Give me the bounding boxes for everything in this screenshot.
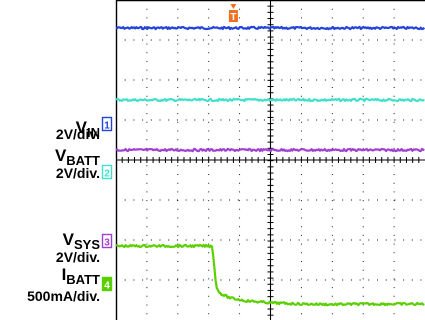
channel-2-name: VBATT	[55, 146, 100, 168]
channel-1-marker-label: 1	[104, 121, 110, 132]
series-trace-4	[115, 243, 425, 307]
channel-2-scale: 2V/div.	[56, 165, 100, 181]
channel-1-marker	[101, 116, 113, 132]
channel-4-scale: 500mA/div.	[27, 288, 100, 304]
channel-3-scale: 2V/div.	[56, 249, 100, 265]
channel-4-name: IBATT	[62, 265, 100, 287]
series-trace-2	[115, 97, 425, 103]
trigger-badge	[228, 10, 238, 22]
channel-3-name: VSYS	[63, 230, 101, 252]
grid	[115, 0, 425, 320]
channel-2-marker-label: 2	[104, 169, 110, 180]
channel-4-marker	[101, 276, 113, 292]
channel-1-scale: 2V/div.	[56, 126, 100, 142]
series-trace-3	[115, 147, 425, 153]
series-trace-1	[115, 25, 425, 31]
channel-4-marker-label: 4	[104, 281, 110, 292]
channel-3-marker-label: 3	[104, 238, 110, 249]
trigger-marker: T	[228, 4, 238, 23]
trigger-arrow-icon	[230, 4, 237, 9]
channel-1-name: VIN	[76, 118, 100, 140]
trigger-label: T	[230, 12, 236, 23]
channel-3-marker	[101, 233, 113, 249]
channel-2-marker	[101, 164, 113, 180]
traces	[115, 25, 425, 307]
